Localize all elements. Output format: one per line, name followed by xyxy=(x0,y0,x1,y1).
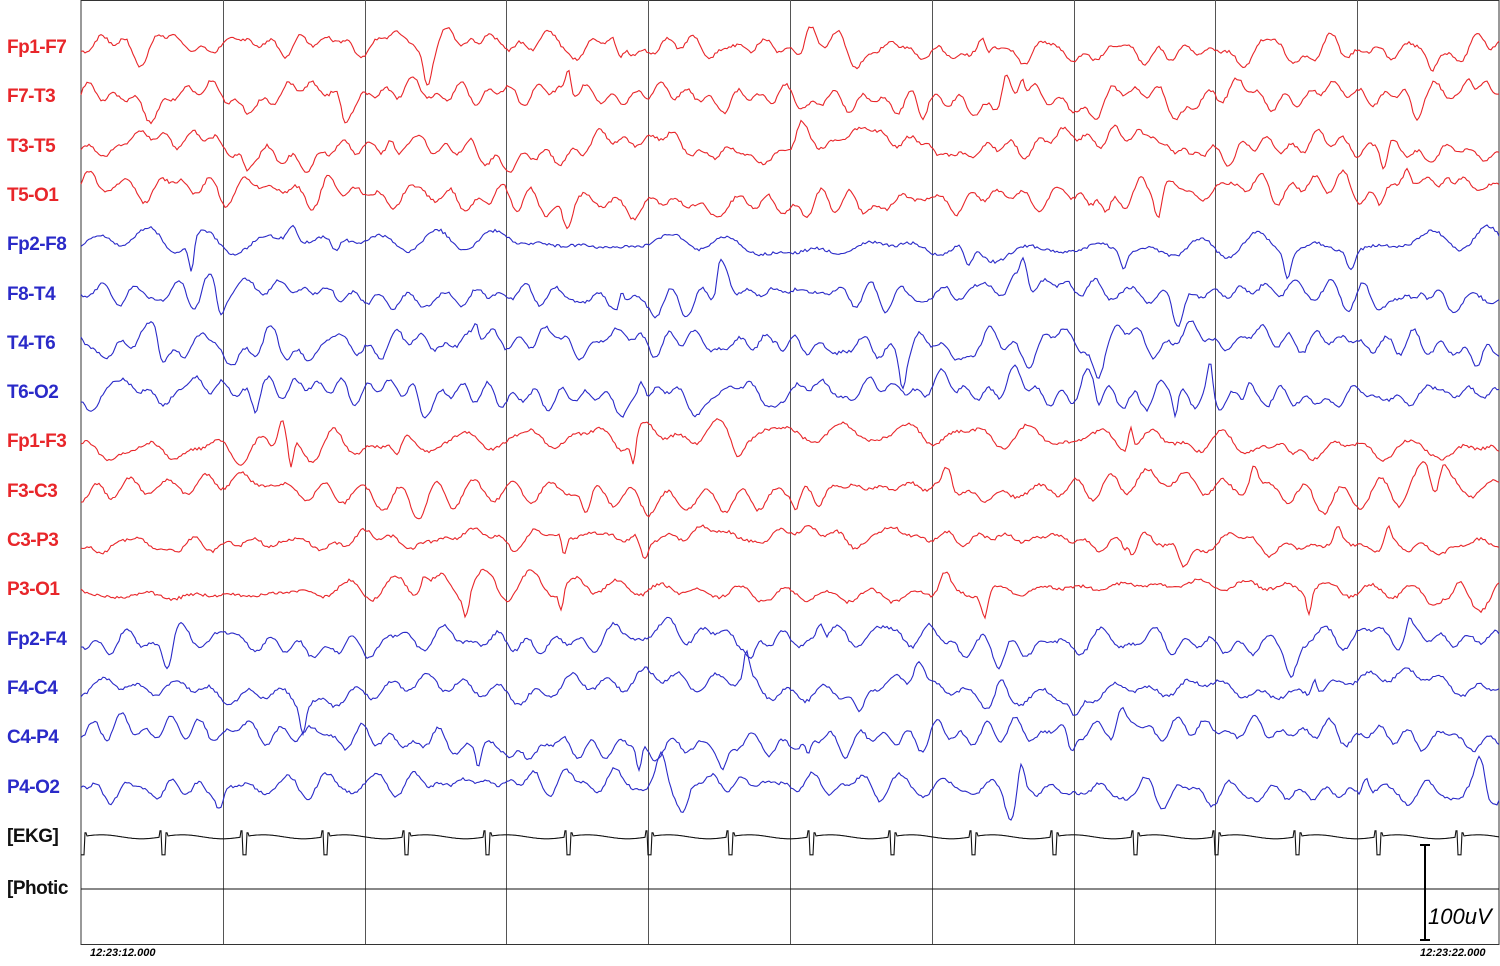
channel-trace xyxy=(80,649,1500,737)
channel-label: P4-O2 xyxy=(7,776,60,798)
channel-label: F7-T3 xyxy=(7,86,56,108)
channel-trace xyxy=(80,418,1500,468)
channel-trace xyxy=(80,750,1500,821)
trace-layer xyxy=(80,26,1500,890)
channel-trace xyxy=(80,26,1500,86)
channel-trace xyxy=(80,224,1500,280)
channel-label: Fp1-F7 xyxy=(7,37,67,58)
channel-label: Fp1-F3 xyxy=(7,431,67,453)
channel-trace xyxy=(80,256,1500,327)
channel-label: [Photic xyxy=(7,878,68,899)
channel-trace xyxy=(80,119,1500,173)
channel-label: F4-C4 xyxy=(7,677,58,699)
channel-trace xyxy=(80,167,1500,230)
channel-trace xyxy=(80,524,1500,568)
scale-label: 100uV xyxy=(1428,904,1492,929)
channel-trace xyxy=(80,461,1500,520)
grid-layer xyxy=(80,0,1500,945)
channel-trace xyxy=(81,830,1500,856)
scale-bar xyxy=(1420,844,1430,941)
channel-trace xyxy=(80,616,1500,679)
channel-label-column: Fp1-F7 F7-T3 T3-T5 T5-O1 Fp2-F8 F8-T4 T4-T6 T6-… xyxy=(0,0,80,966)
channel-trace xyxy=(80,568,1500,620)
channel-label: C4-P4 xyxy=(7,727,59,749)
channel-trace xyxy=(80,69,1500,125)
channel-label: T5-O1 xyxy=(7,184,59,206)
channel-label: Fp2-F4 xyxy=(7,628,67,650)
time-end-label: 12:23:22.000 xyxy=(1420,947,1486,959)
channel-label: C3-P3 xyxy=(7,530,59,551)
channel-label: T4-T6 xyxy=(7,332,56,354)
time-start-label: 12:23:12.000 xyxy=(90,947,156,959)
channel-trace xyxy=(80,363,1500,419)
channel-trace xyxy=(80,320,1500,390)
channel-label: F3-C3 xyxy=(7,480,58,502)
channel-label: T3-T5 xyxy=(7,135,56,157)
channel-label: F8-T4 xyxy=(7,283,56,305)
channel-label: [EKG] xyxy=(7,825,59,847)
channel-label: P3-O1 xyxy=(7,579,60,601)
channel-trace xyxy=(80,706,1500,773)
channel-label: T6-O2 xyxy=(7,382,59,404)
channel-label: Fp2-F8 xyxy=(7,234,67,256)
